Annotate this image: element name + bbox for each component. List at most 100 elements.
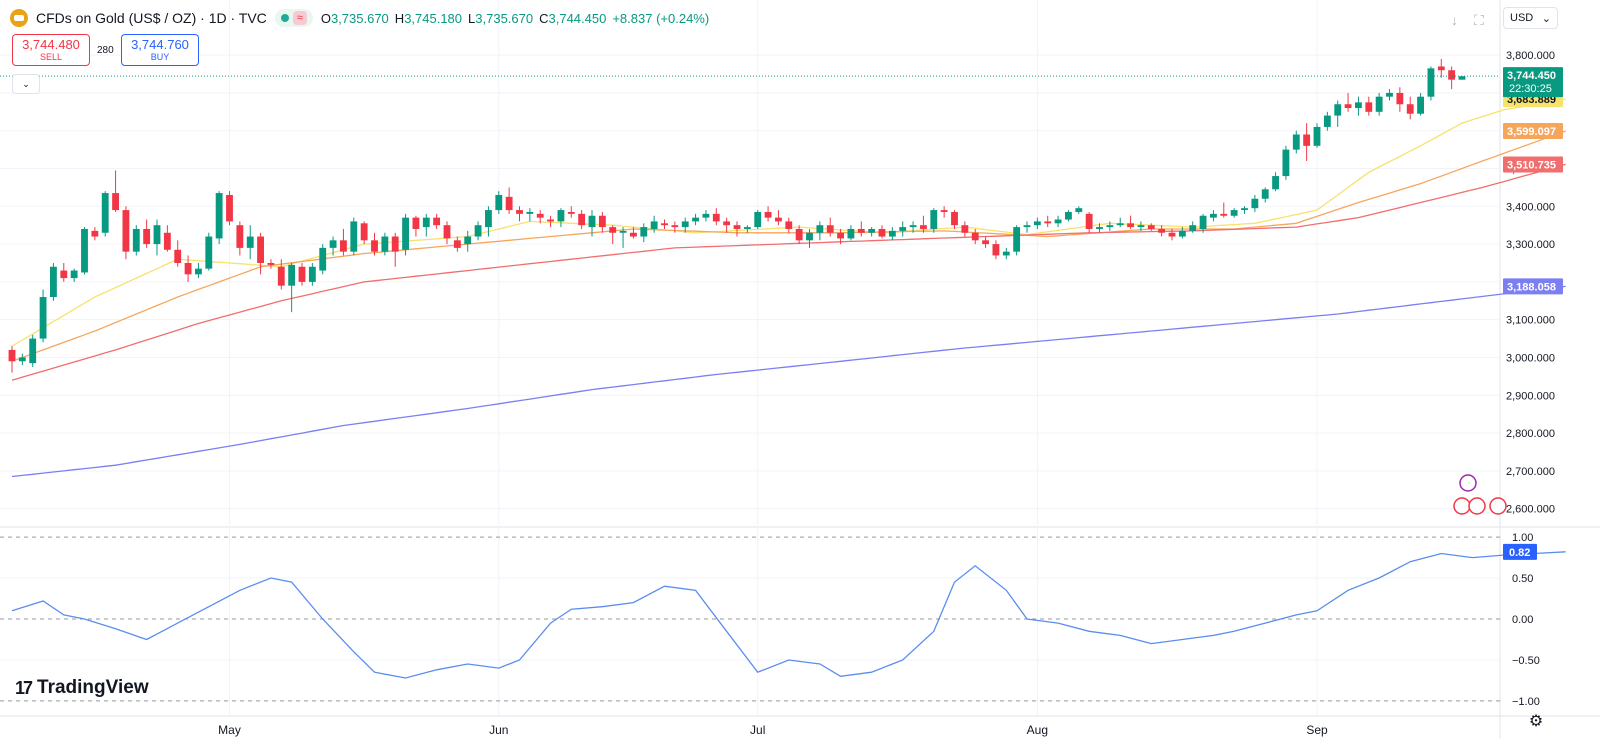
download-arrow-icon[interactable]: ↓ [1451,12,1458,28]
candle [153,225,161,245]
candle [847,228,855,239]
candle [806,232,813,241]
candle [18,357,26,362]
candle [1427,68,1435,97]
buy-button[interactable]: 3,744.760 BUY [121,34,199,66]
price-tick-label: 3,400.000 [1506,201,1555,213]
gear-icon[interactable]: ⚙ [1528,713,1544,730]
sell-price: 3,744.480 [22,36,80,52]
candle [940,210,948,212]
price-tick-label: 2,800.000 [1506,428,1555,440]
candle [215,193,223,239]
osc-last-label-bg [1503,543,1537,560]
fullscreen-icon[interactable]: ⛶ [1474,12,1484,28]
us-flag-event-icon [1489,497,1507,515]
candle [775,217,782,222]
chart-symbol-title[interactable]: CFDs on Gold (US$ / OZ) · 1D · TVC [36,10,267,26]
candle [1220,213,1228,216]
candle [1075,208,1083,212]
candle [205,236,213,269]
ma_slow-label: 3,510.735 [1507,159,1556,171]
ma_mid-label: 3,599.097 [1507,126,1556,138]
candle [402,217,409,250]
candle [1313,126,1321,146]
candle [526,211,534,214]
candle [485,210,492,228]
candle [971,232,979,241]
price-tick-label: 2,700.000 [1506,466,1555,478]
last-price-label: 3,744.450 [1507,70,1556,82]
candle [1002,251,1010,256]
candle [723,221,731,226]
candle [70,270,78,279]
candle [1033,221,1041,226]
candle [826,225,834,233]
candle [1261,189,1269,199]
candle [195,268,202,275]
candle [1251,198,1259,209]
lightning-event-icon [1459,474,1477,492]
candle [712,213,720,222]
candle [1116,223,1124,226]
osc-last-label: 0.82 [1509,547,1530,559]
candle [288,264,296,286]
ma_mid-line [11,130,1566,362]
candle [1085,213,1093,229]
candle [319,247,327,271]
time-tick-label: Jul [750,723,765,737]
candle [1230,210,1238,216]
candle [1406,104,1414,114]
candle [1158,228,1166,233]
candle [920,225,927,229]
candle [930,210,938,229]
osc-tick-label: 1.00 [1512,532,1533,544]
sell-button[interactable]: 3,744.480 SELL [12,34,90,66]
candle [702,213,710,218]
candle [174,249,182,263]
candle [878,228,886,237]
chart-legend: CFDs on Gold (US$ / OZ) · 1D · TVC ≈ O3,… [10,9,709,27]
chevron-down-icon: ⌄ [1541,12,1551,25]
tradingview-logo[interactable]: 17 TradingView [15,677,149,699]
collapse-legend-button[interactable]: ⌄ [12,74,40,94]
candle [1127,223,1134,228]
candle [422,217,430,228]
candle [1458,76,1466,80]
candle [464,236,472,245]
candle [360,223,368,241]
currency-selector[interactable]: USD ⌄ [1503,7,1558,29]
candle [226,194,233,222]
candle [650,221,658,229]
candle [308,266,316,282]
candle [1023,225,1031,228]
candle [754,211,762,228]
candle [1199,215,1207,229]
time-tick-label: Aug [1027,723,1048,737]
candle [609,227,617,233]
candle [1054,219,1062,224]
candle [257,236,264,263]
candle [122,210,130,252]
candle [1147,225,1155,229]
candle [899,227,907,231]
candle [433,217,441,226]
candle [516,210,523,214]
market-open-icon [280,14,289,22]
buy-label: BUY [150,51,170,62]
candle [371,240,378,252]
buy-price: 3,744.760 [131,36,189,52]
candle [184,262,192,275]
candle [39,297,47,339]
candle [495,194,503,211]
spread-value: 280 [97,45,114,56]
candle [1292,134,1300,150]
candle [329,240,337,248]
candle [1065,211,1072,220]
candle [837,232,844,239]
candle [598,215,606,228]
market-status-pill[interactable]: ≈ [274,9,313,27]
candle [246,236,254,248]
candle [588,215,596,228]
candle [474,225,482,237]
